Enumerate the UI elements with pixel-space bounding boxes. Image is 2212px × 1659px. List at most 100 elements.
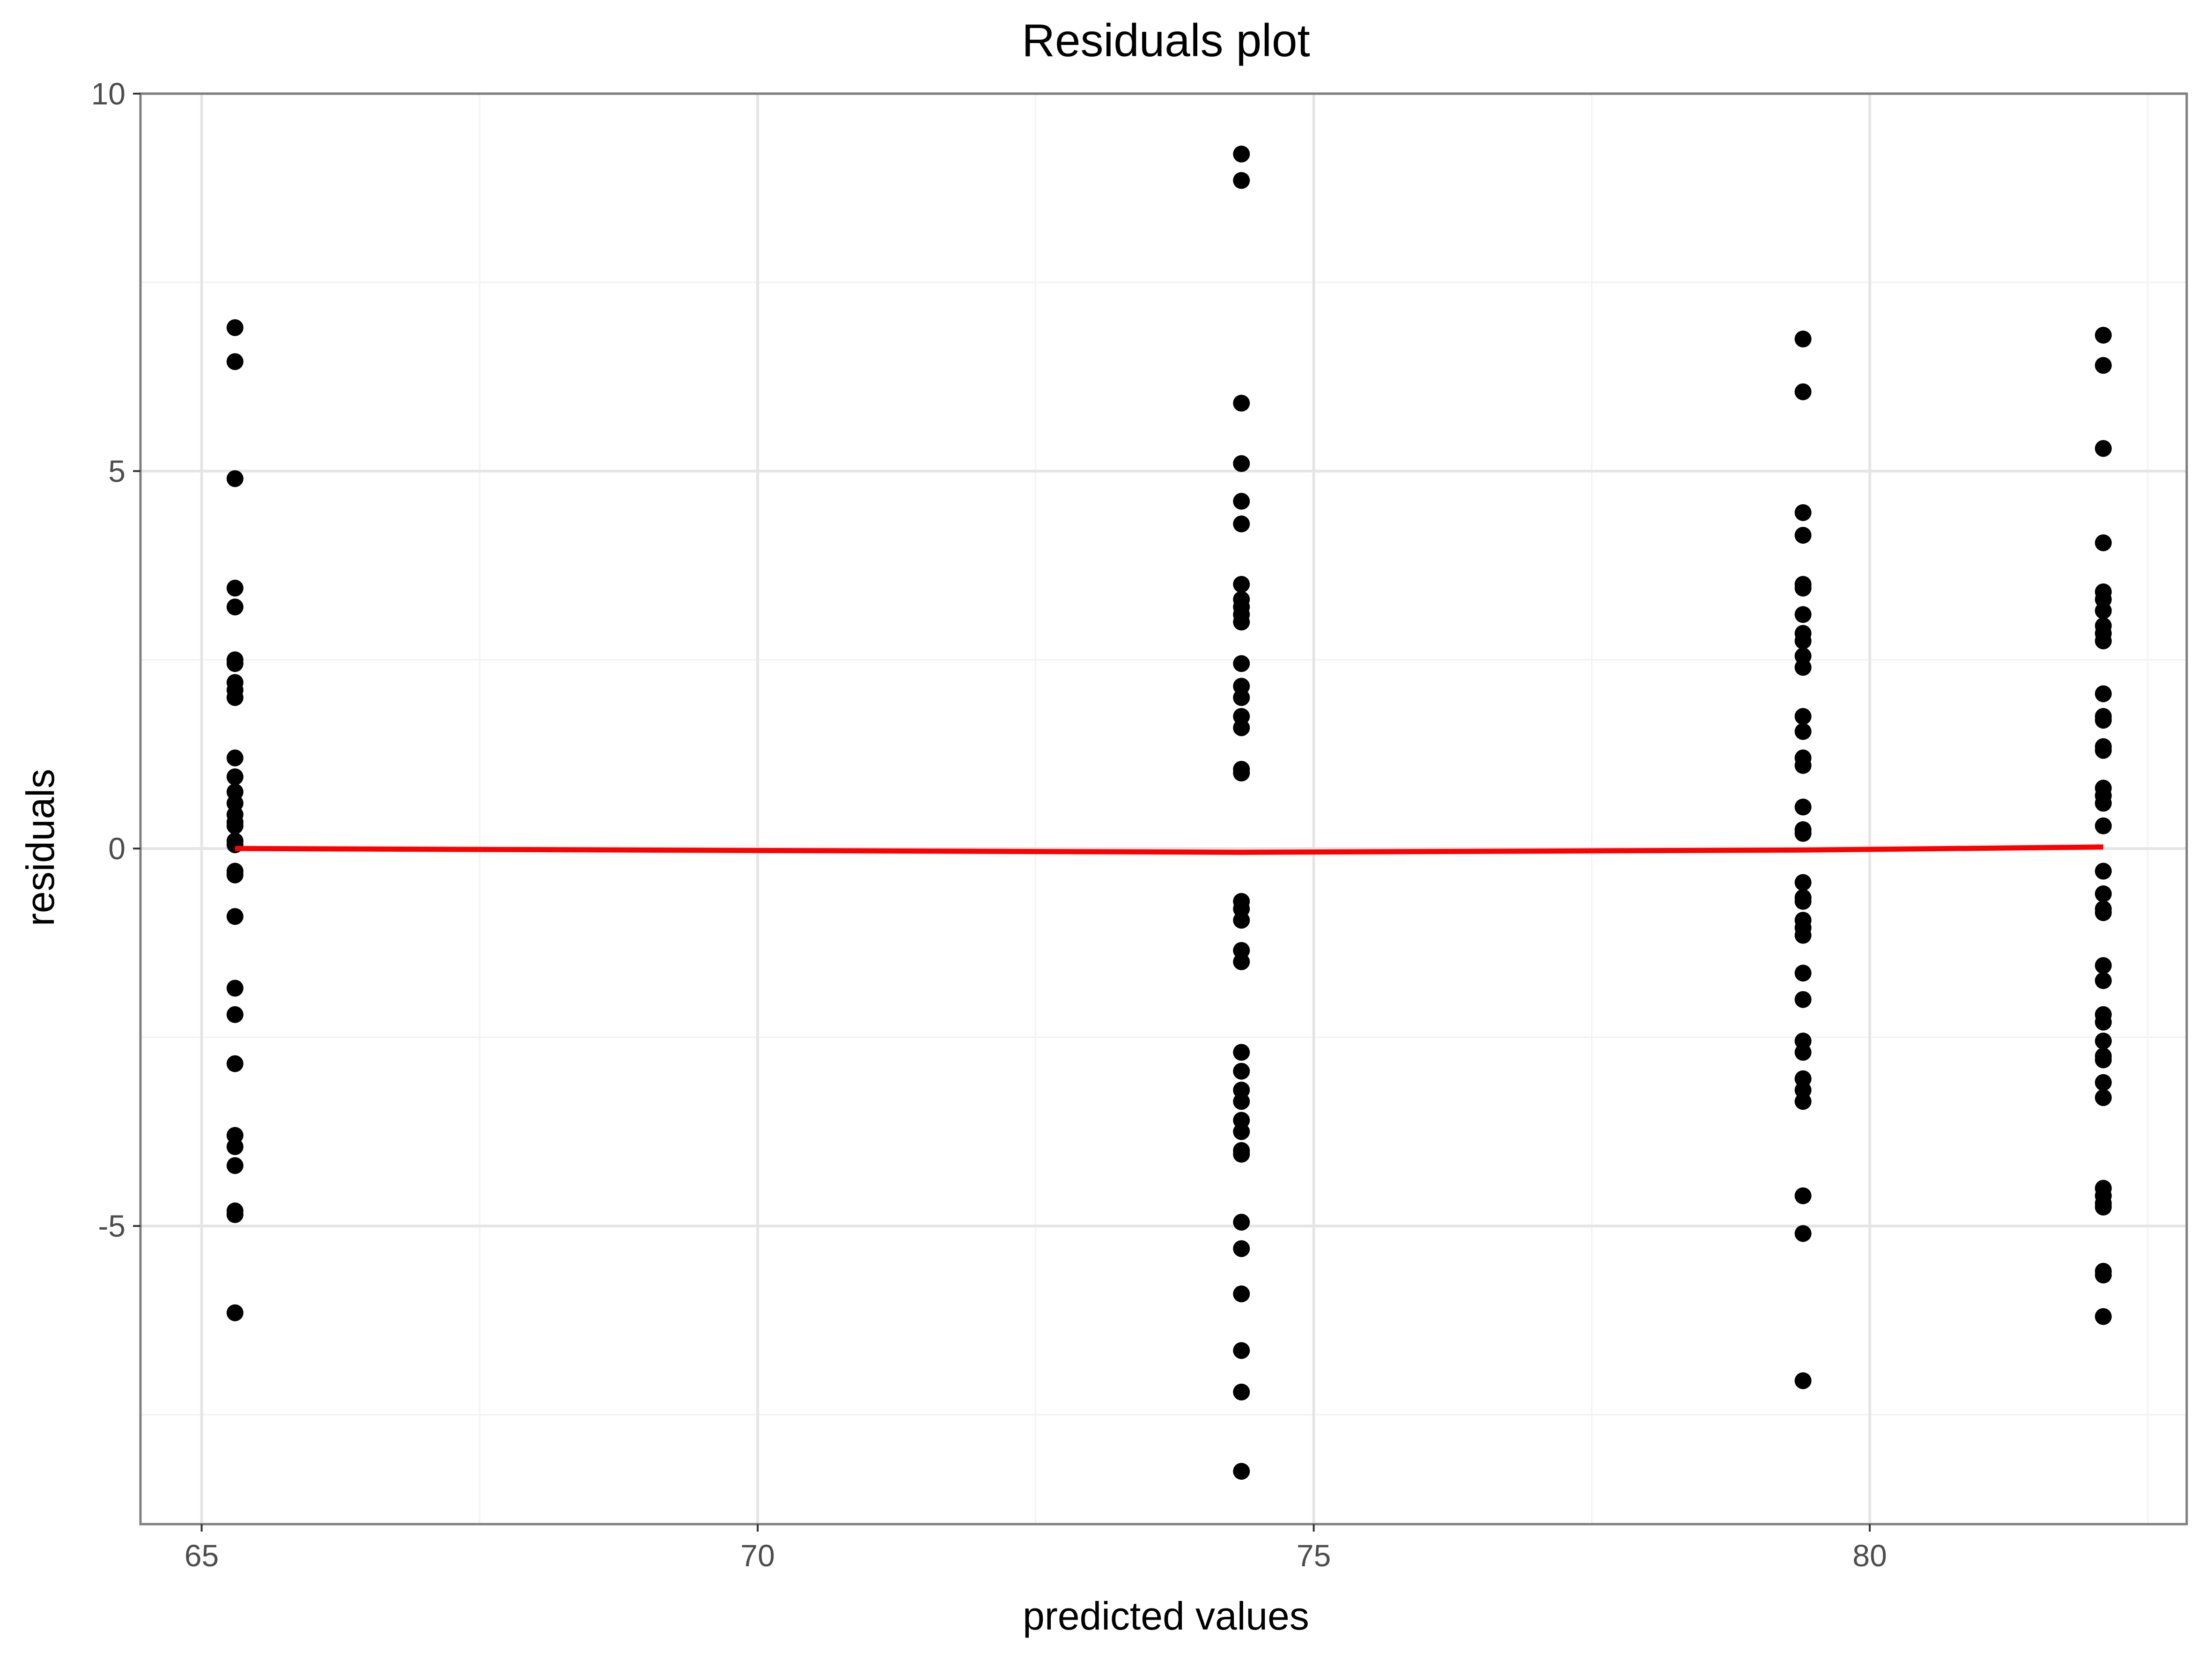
residual-point	[1794, 723, 1812, 740]
y-axis-title: residuals	[18, 769, 62, 926]
residual-point	[226, 768, 243, 785]
x-axis: 65 70 75 80	[184, 1524, 1887, 1573]
residual-point	[1794, 527, 1812, 544]
residual-point	[1794, 892, 1812, 910]
residual-point	[2094, 1013, 2112, 1031]
residual-point	[2094, 1089, 2112, 1106]
residual-point	[226, 470, 243, 487]
residual-point	[226, 598, 243, 616]
residual-point	[1233, 394, 1250, 412]
residual-point	[226, 689, 243, 706]
y-axis: -5 0 5 10	[91, 76, 140, 1243]
residual-point	[2094, 357, 2112, 374]
residual-point	[1233, 493, 1250, 510]
residual-point	[226, 1055, 243, 1072]
x-tick-label: 70	[740, 1538, 774, 1573]
residual-point	[1794, 927, 1812, 944]
residual-point	[226, 1138, 243, 1155]
residual-point	[1233, 1062, 1250, 1080]
residual-point	[2094, 326, 2112, 344]
residual-point	[226, 980, 243, 997]
residual-point	[2094, 602, 2112, 619]
residual-point	[2094, 972, 2112, 989]
residual-point	[2094, 863, 2112, 880]
residual-point	[2094, 712, 2112, 729]
residual-point	[1794, 504, 1812, 521]
residual-point	[1233, 172, 1250, 189]
residual-point	[1233, 655, 1250, 672]
residual-point	[226, 1006, 243, 1023]
residual-point	[2094, 1074, 2112, 1091]
residual-point	[1794, 825, 1812, 842]
residual-point	[226, 908, 243, 925]
residual-point	[1233, 613, 1250, 631]
chart-title: Residuals plot	[1022, 15, 1310, 66]
residual-point	[1233, 764, 1250, 782]
residual-point	[226, 1206, 243, 1224]
residual-point	[2094, 685, 2112, 702]
residual-point	[1794, 1044, 1812, 1061]
residual-point	[1794, 1187, 1812, 1204]
residual-point	[1794, 632, 1812, 649]
residual-point	[1233, 689, 1250, 706]
residual-point	[2094, 885, 2112, 902]
x-tick-label: 75	[1297, 1538, 1331, 1573]
x-tick-label: 80	[1852, 1538, 1887, 1573]
residual-point	[1233, 575, 1250, 593]
residual-point	[1233, 1240, 1250, 1257]
smooth-line	[235, 844, 2103, 855]
residual-point	[226, 655, 243, 672]
residual-point	[1233, 455, 1250, 472]
residual-point	[1794, 874, 1812, 891]
residual-point	[226, 319, 243, 336]
residual-point	[226, 1157, 243, 1174]
residual-point	[1794, 708, 1812, 725]
residual-point	[2094, 1032, 2112, 1050]
y-tick-label: 10	[91, 76, 125, 111]
x-axis-title: predicted values	[1023, 1594, 1309, 1638]
residual-point	[1233, 1123, 1250, 1140]
y-tick-label: 5	[108, 454, 125, 488]
residual-point	[1794, 1372, 1812, 1389]
residual-point	[226, 817, 243, 834]
x-tick-label: 65	[184, 1538, 219, 1573]
residual-point	[2094, 957, 2112, 974]
residual-point	[1233, 1214, 1250, 1231]
residual-point	[1233, 1383, 1250, 1401]
residual-point	[1794, 757, 1812, 774]
residual-point	[2094, 1266, 2112, 1283]
residual-point	[226, 749, 243, 767]
residual-point	[2094, 440, 2112, 457]
residual-point	[1233, 1044, 1250, 1061]
residual-point	[2094, 632, 2112, 649]
residual-point	[2094, 1308, 2112, 1325]
residual-point	[1233, 1093, 1250, 1110]
residual-point	[1233, 1342, 1250, 1359]
residual-point	[1233, 145, 1250, 162]
residual-point	[226, 353, 243, 370]
residual-point	[1794, 1225, 1812, 1242]
y-tick-label: -5	[98, 1209, 125, 1243]
residual-point	[2094, 817, 2112, 834]
residual-point	[1233, 1463, 1250, 1480]
residual-point	[1794, 965, 1812, 982]
residual-point	[2094, 904, 2112, 922]
residual-point	[2094, 795, 2112, 812]
residual-point	[226, 1304, 243, 1321]
residual-point	[1794, 383, 1812, 400]
residual-point	[1233, 912, 1250, 929]
residual-point	[1794, 798, 1812, 816]
residual-point	[226, 866, 243, 884]
residual-point	[1233, 1285, 1250, 1303]
residual-point	[2094, 534, 2112, 552]
residual-point	[1794, 1093, 1812, 1110]
residual-point	[1794, 991, 1812, 1008]
residual-point	[2094, 1198, 2112, 1216]
residual-point	[1233, 515, 1250, 532]
residual-point	[1233, 1146, 1250, 1163]
residual-point	[1233, 719, 1250, 737]
residual-point	[1794, 606, 1812, 623]
residual-point	[226, 579, 243, 597]
